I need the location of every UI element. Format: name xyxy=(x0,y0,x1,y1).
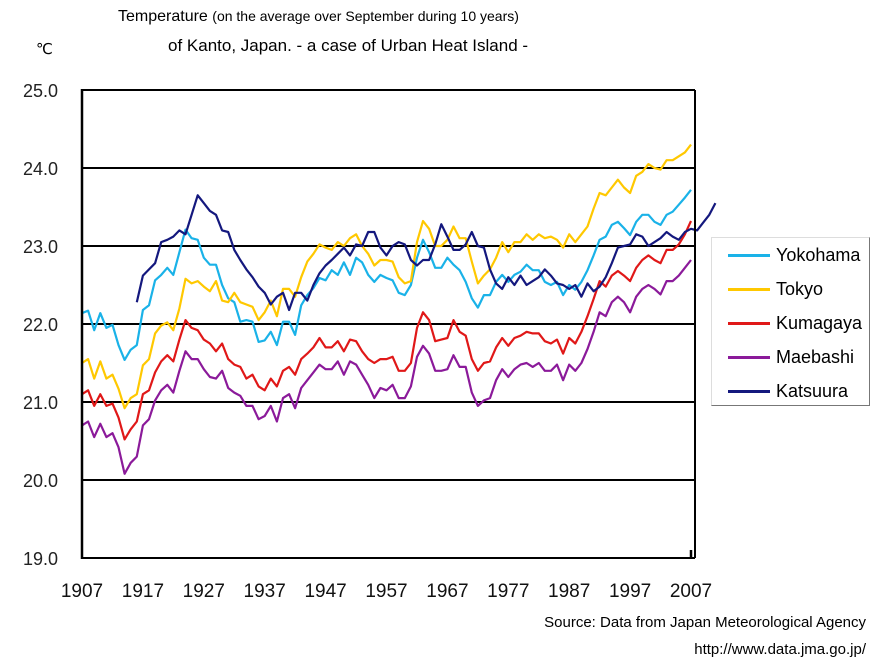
x-tick-label: 1927 xyxy=(183,581,225,602)
legend-item-kumagaya: Kumagaya xyxy=(712,313,862,333)
legend: Yokohama Tokyo Kumagaya Maebashi Katsuura xyxy=(711,237,870,406)
x-tick-labels: 1907 1917 1927 1937 1947 1957 1967 1977 1987 1997… xyxy=(61,581,712,602)
chart-title-line1: Temperature (on the average over Septemb… xyxy=(118,8,519,26)
y-tick-label: 24.0 xyxy=(23,159,58,179)
legend-swatch xyxy=(728,287,770,291)
x-tick-label: 2007 xyxy=(670,581,712,602)
legend-swatch xyxy=(728,389,770,393)
series-line-tokyo xyxy=(81,143,692,410)
series-line-maebashi xyxy=(81,259,692,475)
legend-item-tokyo: Tokyo xyxy=(712,279,823,299)
y-axis-unit-label: ℃ xyxy=(36,41,53,58)
legend-item-maebashi: Maebashi xyxy=(712,347,854,367)
x-tick-label: 1947 xyxy=(304,581,346,602)
legend-item-yokohama: Yokohama xyxy=(712,245,860,265)
y-tick-label: 23.0 xyxy=(23,237,58,257)
series-line-yokohama xyxy=(81,189,692,361)
x-tick-label: 1987 xyxy=(548,581,590,602)
series-line-kumagaya xyxy=(81,220,692,441)
legend-label: Yokohama xyxy=(776,244,861,265)
x-tick-label: 1957 xyxy=(365,581,407,602)
x-tick-label: 1977 xyxy=(487,581,529,602)
chart-title-main: Temperature xyxy=(118,8,208,25)
legend-swatch xyxy=(728,253,770,257)
x-tick-label: 1917 xyxy=(122,581,164,602)
y-tick-label: 22.0 xyxy=(23,315,58,335)
chart-title-line2: of Kanto, Japan. - a case of Urban Heat … xyxy=(168,36,529,55)
chart-title-paren: (on the average over September during 10… xyxy=(212,8,519,24)
legend-label: Kumagaya xyxy=(776,312,863,333)
y-tick-label: 21.0 xyxy=(23,393,58,413)
plot-frame xyxy=(80,89,696,559)
series-group xyxy=(81,143,717,475)
legend-label: Maebashi xyxy=(776,346,855,367)
y-tick-labels: 19.0 20.0 21.0 22.0 23.0 24.0 25.0 xyxy=(23,81,58,569)
x-tick-label: 1937 xyxy=(244,581,286,602)
y-tick-label: 19.0 xyxy=(23,549,58,569)
legend-swatch xyxy=(728,321,770,325)
source-url: http://www.data.jma.go.jp/ xyxy=(694,641,866,658)
x-tick-label: 1997 xyxy=(609,581,651,602)
legend-swatch xyxy=(728,355,770,359)
series-line-katsuura xyxy=(135,194,717,312)
legend-item-katsuura: Katsuura xyxy=(712,381,848,401)
y-tick-label: 20.0 xyxy=(23,471,58,491)
x-tick-label: 1967 xyxy=(426,581,468,602)
source-note: Source: Data from Japan Meteorological A… xyxy=(544,614,866,631)
y-tick-label: 25.0 xyxy=(23,81,58,101)
legend-label: Katsuura xyxy=(776,380,849,401)
x-tick-label: 1907 xyxy=(61,581,103,602)
legend-label: Tokyo xyxy=(776,278,824,299)
